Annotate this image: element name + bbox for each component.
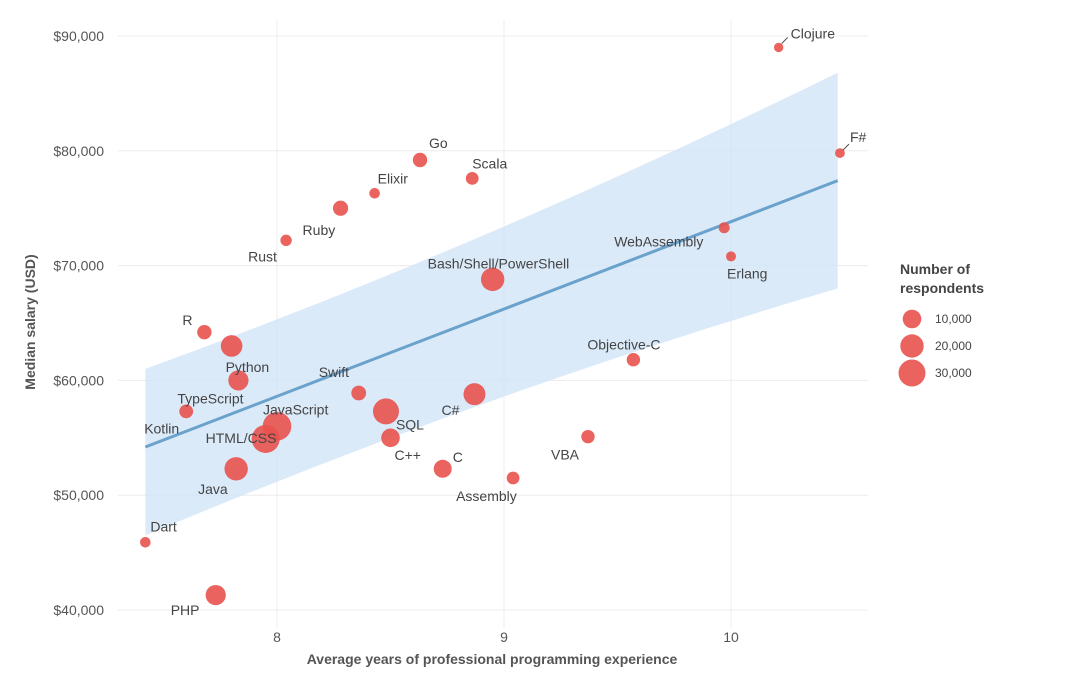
label-leader	[781, 37, 789, 44]
label-ruby: Ruby	[303, 222, 336, 238]
label-c: C	[453, 449, 463, 465]
point-swift	[351, 385, 367, 401]
label-kotlin: Kotlin	[144, 420, 179, 436]
label-java: Java	[198, 481, 228, 497]
point-html-css	[251, 424, 280, 453]
x-tick-label: 9	[500, 629, 508, 645]
y-tick-label: $60,000	[53, 372, 104, 388]
label-erlang: Erlang	[727, 265, 767, 281]
label-elixir: Elixir	[378, 170, 409, 186]
y-tick-label: $70,000	[53, 258, 104, 274]
y-tick-label: $80,000	[53, 143, 104, 159]
label-rust: Rust	[248, 248, 277, 264]
y-tick-label: $90,000	[53, 28, 104, 44]
x-tick-label: 10	[723, 629, 739, 645]
point-f	[835, 148, 845, 158]
point-ruby	[332, 200, 349, 216]
x-axis-title: Average years of professional programmin…	[307, 651, 678, 667]
point-clojure	[773, 42, 784, 53]
label-scala: Scala	[472, 155, 507, 171]
confidence-band-layer	[145, 72, 838, 536]
size-legend: Number of respondents 10,000 20,000 30,000	[898, 261, 984, 387]
point-webassembly	[718, 222, 730, 234]
point-go	[412, 152, 428, 168]
legend-bubble	[898, 359, 926, 387]
point-assembly	[506, 471, 520, 485]
label-webassembly: WebAssembly	[614, 234, 703, 250]
data-points-layer	[140, 42, 845, 606]
legend-title-line: Number of	[900, 261, 970, 277]
label-python: Python	[226, 359, 270, 375]
label-r: R	[182, 312, 192, 328]
legend-item-label: 30,000	[935, 366, 972, 380]
point-typescript	[228, 370, 249, 391]
label-f: F#	[850, 129, 867, 145]
y-tick-label: $50,000	[53, 487, 104, 503]
label-bash-shell-powershell: Bash/Shell/PowerShell	[428, 255, 570, 271]
axes-layer: $40,000 $50,000 $60,000 $70,000 $80,000 $90,0…	[53, 28, 739, 645]
legend-title-line: respondents	[900, 280, 984, 296]
legend-item-label: 20,000	[935, 339, 972, 353]
label-html-css: HTML/CSS	[206, 430, 277, 446]
point-r	[197, 324, 212, 340]
point-c	[433, 459, 452, 478]
point-c	[381, 428, 400, 448]
legend-bubble	[902, 309, 922, 329]
point-rust	[280, 234, 292, 247]
label-sql: SQL	[396, 416, 424, 432]
label-swift: Swift	[319, 364, 349, 380]
label-c: C#	[441, 402, 459, 418]
point-labels-layer: Clojure F# Go Scala Elixir Ruby Rust WebAssembl…	[144, 25, 866, 618]
point-sql	[372, 398, 399, 425]
point-python	[220, 335, 243, 357]
legend-bubble	[900, 334, 924, 358]
point-erlang	[726, 251, 736, 262]
label-objective-c: Objective-C	[587, 337, 660, 353]
point-elixir	[369, 187, 380, 199]
point-c	[463, 383, 486, 406]
label-c: C++	[395, 447, 421, 463]
label-leader	[842, 143, 850, 151]
point-dart	[140, 536, 151, 548]
label-vba: VBA	[551, 447, 580, 463]
y-axis-title: Median salary (USD)	[22, 254, 38, 389]
label-clojure: Clojure	[791, 25, 836, 41]
label-dart: Dart	[150, 518, 177, 534]
label-javascript: JavaScript	[263, 401, 328, 417]
label-assembly: Assembly	[456, 488, 517, 504]
legend-item-label: 10,000	[935, 312, 972, 326]
point-bash-shell-powershell	[480, 267, 505, 292]
confidence-band	[145, 72, 838, 536]
point-objective-c	[626, 353, 641, 367]
x-tick-label: 8	[273, 629, 281, 645]
point-vba	[581, 429, 595, 444]
point-scala	[465, 171, 479, 185]
point-java	[224, 457, 248, 481]
label-go: Go	[429, 135, 448, 151]
point-kotlin	[179, 404, 194, 419]
label-typescript: TypeScript	[177, 390, 243, 406]
y-tick-label: $40,000	[53, 602, 104, 618]
label-php: PHP	[171, 602, 200, 618]
point-php	[205, 584, 226, 606]
